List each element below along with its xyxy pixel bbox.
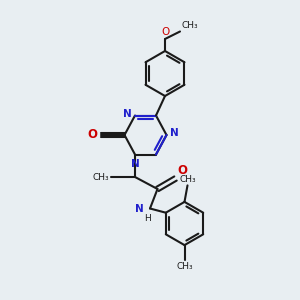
- Text: N: N: [135, 203, 143, 214]
- Text: CH₃: CH₃: [93, 172, 110, 182]
- Text: CH₃: CH₃: [182, 21, 198, 30]
- Text: CH₃: CH₃: [179, 175, 196, 184]
- Text: N: N: [170, 128, 179, 139]
- Text: O: O: [161, 28, 169, 38]
- Text: O: O: [177, 164, 187, 177]
- Text: N: N: [130, 159, 140, 169]
- Text: O: O: [88, 128, 98, 142]
- Text: N: N: [123, 109, 131, 119]
- Text: H: H: [144, 214, 151, 223]
- Text: CH₃: CH₃: [176, 262, 193, 271]
